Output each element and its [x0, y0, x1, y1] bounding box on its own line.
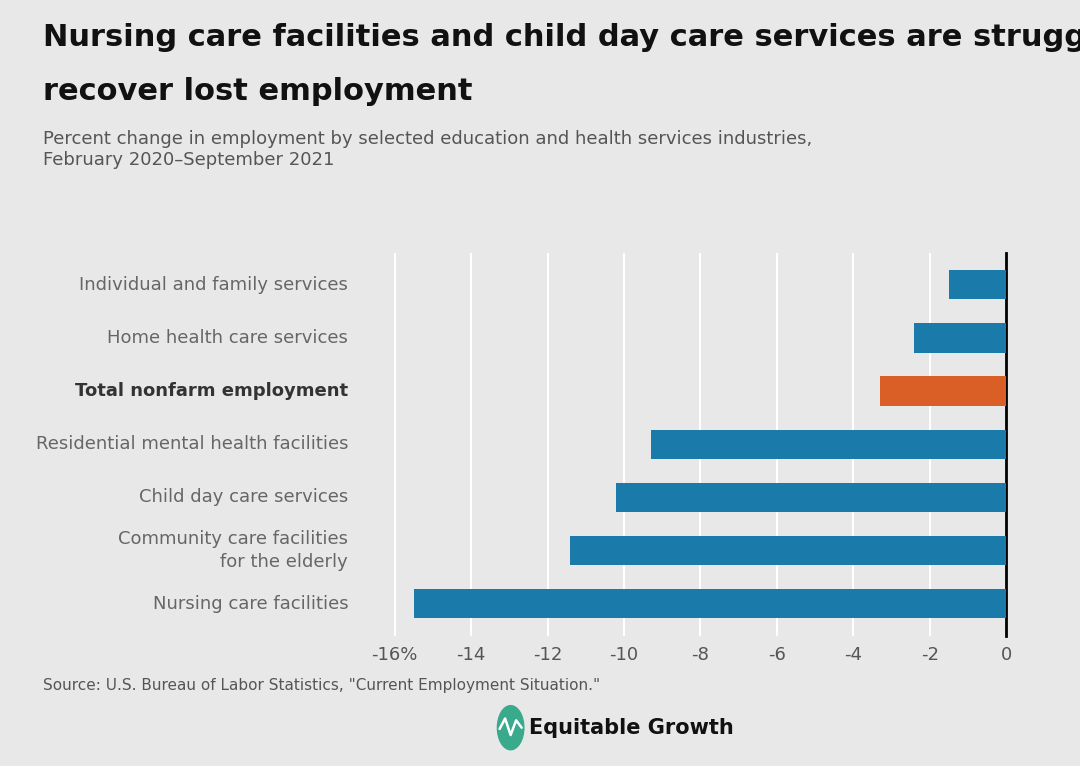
Bar — [651, 430, 1007, 459]
Bar — [880, 376, 1007, 406]
Text: Home health care services: Home health care services — [107, 329, 348, 347]
Text: Community care facilities
for the elderly: Community care facilities for the elderl… — [118, 530, 348, 571]
Text: Source: U.S. Bureau of Labor Statistics, "Current Employment Situation.": Source: U.S. Bureau of Labor Statistics,… — [43, 678, 600, 693]
Bar — [414, 589, 1007, 618]
Text: Child day care services: Child day care services — [139, 489, 348, 506]
Text: Nursing care facilities and child day care services are struggling to: Nursing care facilities and child day ca… — [43, 23, 1080, 52]
Text: Residential mental health facilities: Residential mental health facilities — [36, 435, 348, 453]
Text: Total nonfarm employment: Total nonfarm employment — [76, 382, 348, 400]
Text: Individual and family services: Individual and family services — [79, 276, 348, 293]
Bar — [949, 270, 1007, 300]
Bar — [570, 536, 1007, 565]
Text: Nursing care facilities: Nursing care facilities — [152, 595, 348, 613]
Text: Equitable Growth: Equitable Growth — [529, 718, 733, 738]
Bar — [915, 323, 1007, 352]
Bar — [617, 483, 1007, 512]
Circle shape — [498, 705, 524, 750]
Text: recover lost employment: recover lost employment — [43, 77, 473, 106]
Text: Percent change in employment by selected education and health services industrie: Percent change in employment by selected… — [43, 130, 812, 169]
